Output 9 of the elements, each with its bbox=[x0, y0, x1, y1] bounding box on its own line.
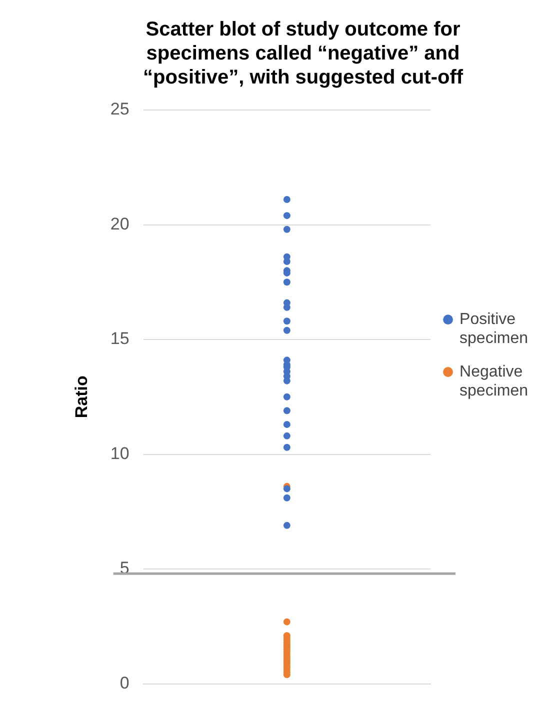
y-tick-label: 10 bbox=[110, 444, 130, 463]
y-axis-title: Ratio bbox=[72, 376, 91, 418]
y-tick-label: 20 bbox=[110, 214, 130, 234]
chart-title: Scatter blot of study outcome for specimens called “negative” and “positive”, with suggested cut-off bbox=[142, 18, 464, 89]
y-tick-label: 15 bbox=[110, 329, 130, 348]
y-tick-label: 0 bbox=[120, 673, 130, 692]
legend-label: Negative specimen bbox=[460, 363, 528, 400]
y-tick-label: 25 bbox=[110, 100, 130, 119]
legend-label: Positive specimen bbox=[460, 311, 528, 348]
